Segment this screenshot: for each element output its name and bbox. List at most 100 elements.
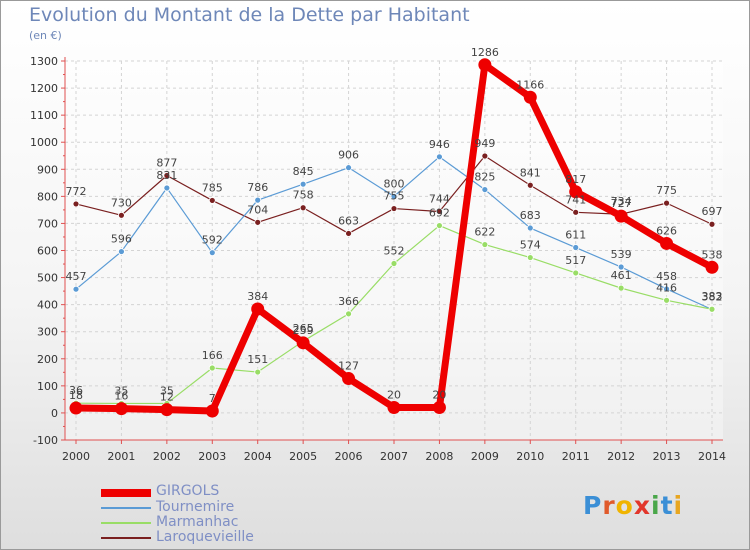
data-point	[572, 208, 580, 216]
data-label: 416	[656, 281, 677, 294]
data-label: 552	[384, 244, 405, 257]
data-label: 775	[656, 184, 677, 197]
logo-letter: i	[673, 491, 684, 520]
y-tick-label: 1100	[30, 109, 58, 122]
data-point	[436, 208, 443, 215]
x-tick-label: 2010	[516, 450, 544, 463]
series-lines	[69, 58, 719, 418]
data-label: 384	[247, 290, 268, 303]
data-point	[708, 220, 716, 228]
x-tick-label: 2005	[289, 450, 317, 463]
logo-letter: i	[651, 491, 661, 520]
data-point	[72, 200, 80, 208]
x-tick-label: 2009	[471, 450, 499, 463]
data-label: 817	[565, 173, 586, 186]
data-label: 574	[520, 239, 541, 252]
data-point	[345, 164, 352, 172]
data-point	[708, 305, 716, 313]
data-label: 755	[384, 190, 405, 203]
proxiti-logo: Proxiti	[583, 491, 683, 520]
data-label: 265	[293, 322, 314, 335]
logo-letter: x	[633, 491, 651, 520]
x-tick-label: 2007	[380, 450, 408, 463]
chart-title: Evolution du Montant de la Dette par Hab…	[29, 4, 470, 26]
data-label: 622	[474, 226, 495, 239]
series-tournemire	[72, 153, 716, 313]
data-point	[160, 403, 174, 417]
y-tick-label: 100	[37, 380, 58, 393]
x-tick-label: 2011	[562, 450, 590, 463]
y-tick-label: 200	[37, 353, 58, 366]
data-point	[663, 285, 670, 293]
legend-label: Tournemire	[156, 499, 235, 515]
legend-label: Laroquevieille	[156, 529, 254, 545]
data-point	[208, 249, 216, 257]
data-label: 36	[69, 384, 83, 397]
data-label: 692	[429, 207, 450, 220]
y-tick-label: 700	[37, 217, 58, 230]
data-label: 457	[66, 270, 87, 283]
y-tick-label: 900	[37, 163, 58, 176]
logo-letter: P	[583, 491, 603, 520]
data-label: 734	[611, 195, 632, 208]
y-tick-label: 1300	[30, 55, 58, 68]
data-label: 727	[611, 197, 632, 210]
data-point	[345, 310, 352, 318]
data-label: 772	[66, 185, 87, 198]
y-tick-label: 1200	[30, 82, 58, 95]
data-label: 382	[702, 291, 723, 304]
data-label: 949	[474, 137, 495, 150]
data-point	[118, 248, 125, 255]
data-label: 366	[338, 295, 359, 308]
data-point	[436, 222, 443, 229]
data-label: 35	[114, 384, 128, 397]
data-point	[163, 184, 171, 192]
data-label: 663	[338, 214, 359, 227]
data-label: 16	[114, 390, 128, 403]
data-point	[617, 284, 625, 292]
data-label: 683	[520, 209, 541, 222]
data-point	[526, 224, 534, 232]
data-point	[163, 172, 171, 179]
data-point	[390, 192, 398, 200]
data-point	[572, 244, 580, 251]
data-point	[296, 336, 310, 350]
legend-item-laroquevieille: Laroquevieille	[101, 529, 341, 545]
data-point	[299, 180, 307, 188]
data-point	[72, 285, 80, 293]
data-point	[299, 204, 307, 212]
data-label: 800	[384, 177, 405, 190]
data-point	[254, 196, 262, 204]
data-point	[69, 401, 83, 415]
data-label: 704	[247, 203, 268, 216]
data-point	[663, 199, 670, 207]
data-point	[390, 205, 398, 212]
x-tick-label: 2000	[62, 450, 90, 463]
data-label: 1166	[516, 78, 544, 91]
data-label: 845	[293, 165, 314, 178]
data-label: 741	[565, 193, 586, 206]
y-tick-label: 400	[37, 299, 58, 312]
data-label: 877	[156, 157, 177, 170]
data-label: 458	[656, 270, 677, 283]
legend-label: Marmanhac	[156, 514, 239, 530]
logo-letter: r	[602, 491, 616, 520]
data-label: 20	[387, 389, 401, 402]
data-label: 744	[429, 193, 450, 206]
data-label: 517	[565, 254, 586, 267]
legend-swatch	[101, 537, 151, 539]
x-tick-label: 2008	[425, 450, 453, 463]
y-tick-label: 800	[37, 190, 58, 203]
x-tick-label: 2006	[335, 450, 363, 463]
y-tick-label: -100	[33, 434, 58, 447]
data-label: 906	[338, 149, 359, 162]
series-girgols	[69, 58, 719, 418]
data-point	[526, 181, 534, 189]
data-label: 7	[209, 392, 216, 405]
y-tick-label: 600	[37, 245, 58, 258]
data-point	[205, 404, 219, 418]
data-label: 592	[202, 234, 223, 247]
data-label: 596	[111, 233, 132, 246]
